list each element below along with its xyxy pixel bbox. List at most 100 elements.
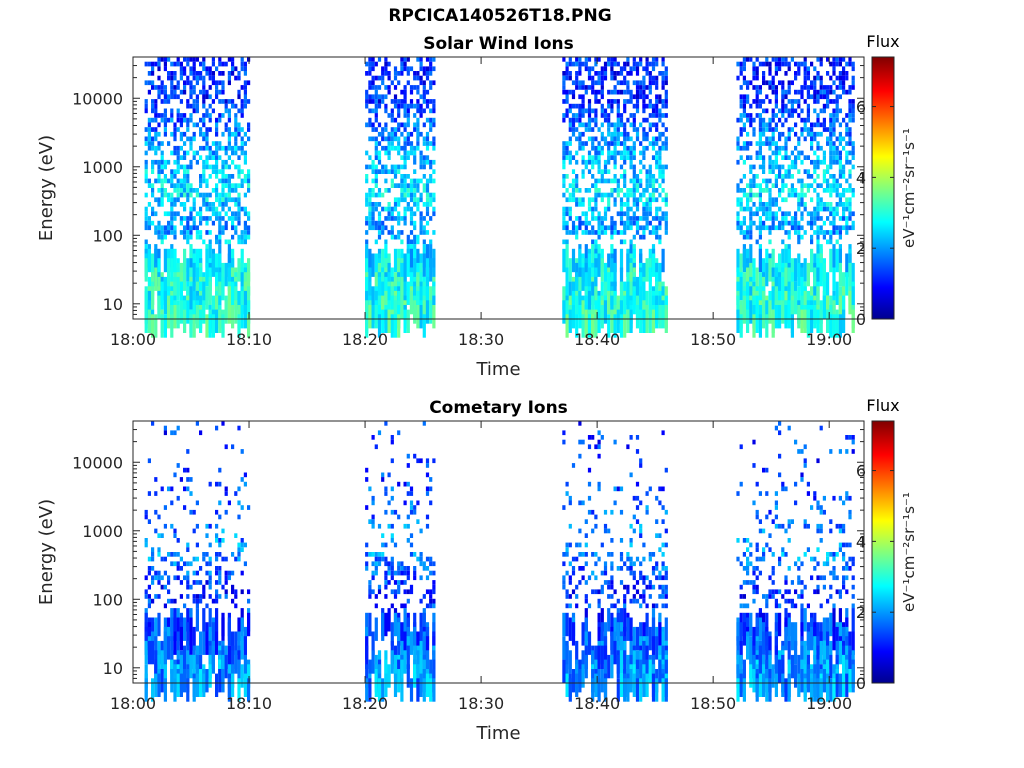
heatmap-cell <box>195 608 199 632</box>
heatmap-cell <box>739 253 743 277</box>
heatmap-cell <box>623 225 627 231</box>
heatmap-cell <box>619 636 624 660</box>
heatmap-cell <box>742 57 746 62</box>
heatmap-cell <box>832 113 836 118</box>
heatmap-cell <box>406 523 410 529</box>
heatmap-cell <box>208 230 212 235</box>
heatmap-cell <box>173 598 177 604</box>
heatmap-cell <box>425 589 430 595</box>
heatmap-cell <box>243 178 247 184</box>
heatmap-cell <box>400 174 404 179</box>
heatmap-cell <box>240 57 244 62</box>
heatmap-cell <box>192 61 196 67</box>
heatmap-cell <box>243 131 247 137</box>
heatmap-cell <box>778 276 782 301</box>
heatmap-cell <box>787 85 791 90</box>
heatmap-cell <box>227 108 231 114</box>
heatmap-cell <box>186 150 190 156</box>
heatmap-cell <box>227 192 231 198</box>
heatmap-cell <box>794 108 798 114</box>
heatmap-cell <box>413 552 417 557</box>
heatmap-cell <box>803 192 807 198</box>
heatmap-cell <box>635 225 640 231</box>
heatmap-cell <box>746 155 750 160</box>
heatmap-cell <box>629 192 633 198</box>
heatmap-cell <box>639 659 643 683</box>
heatmap-cell <box>406 202 410 207</box>
heatmap-cell <box>736 538 740 543</box>
heatmap-cell <box>413 239 417 245</box>
heatmap-cell <box>390 439 394 445</box>
heatmap-cell <box>227 80 231 86</box>
heatmap-cell <box>771 248 775 273</box>
heatmap-cell <box>183 669 187 693</box>
heatmap-cell <box>635 505 640 510</box>
heatmap-cell <box>393 654 398 679</box>
heatmap-cell <box>642 103 646 109</box>
heatmap-cell <box>208 202 212 207</box>
heatmap-cell <box>655 188 659 193</box>
heatmap-cell <box>816 122 820 128</box>
heatmap-cell <box>651 192 656 198</box>
heatmap-cell <box>167 117 171 123</box>
heatmap-cell <box>170 561 174 567</box>
heatmap-cell <box>800 131 804 137</box>
heatmap-cell <box>639 89 643 95</box>
heatmap-cell <box>778 164 782 170</box>
heatmap-cell <box>368 122 372 128</box>
heatmap-cell <box>774 202 778 207</box>
heatmap-cell <box>202 103 206 109</box>
heatmap-cell <box>623 122 627 128</box>
heatmap-cell <box>742 113 746 118</box>
heatmap-cell <box>607 584 611 590</box>
heatmap-cell <box>778 192 782 198</box>
heatmap-cell <box>227 113 231 118</box>
heatmap-cell <box>409 150 414 156</box>
heatmap-cell <box>243 192 247 198</box>
heatmap-cell <box>762 305 766 329</box>
heatmap-cell <box>762 258 766 282</box>
heatmap-cell <box>784 216 788 221</box>
heatmap-cell <box>752 580 756 585</box>
heatmap-cell <box>571 61 576 67</box>
heatmap-cell <box>397 150 401 156</box>
heatmap-cell <box>425 244 430 268</box>
heatmap-cell <box>183 467 187 473</box>
heatmap-cell <box>632 220 636 226</box>
heatmap-cell <box>183 85 187 90</box>
heatmap-cell <box>774 159 778 165</box>
heatmap-cell <box>403 603 407 609</box>
heatmap-cell <box>429 141 433 146</box>
heatmap-cell <box>215 206 219 212</box>
heatmap-cell <box>835 108 839 114</box>
heatmap-cell <box>419 612 423 637</box>
heatmap-cell <box>645 225 649 231</box>
heatmap-cell <box>568 561 572 567</box>
heatmap-cell <box>195 108 199 114</box>
heatmap-cell <box>400 183 404 188</box>
heatmap-cell <box>154 150 158 156</box>
heatmap-cell <box>851 85 855 90</box>
heatmap-cell <box>562 113 566 118</box>
heatmap-cell <box>623 178 627 184</box>
heatmap-cell <box>400 71 404 76</box>
heatmap-cell <box>594 188 598 193</box>
heatmap-cell <box>597 603 601 609</box>
heatmap-cell <box>778 253 782 277</box>
heatmap-cell <box>642 164 646 170</box>
heatmap-cell <box>603 206 608 212</box>
heatmap-cell <box>215 523 219 529</box>
heatmap-cell <box>208 239 212 245</box>
heatmap-cell <box>368 552 372 557</box>
heatmap-cell <box>202 216 206 221</box>
heatmap-cell <box>186 99 190 104</box>
heatmap-cell <box>199 183 203 188</box>
heatmap-cell <box>639 85 643 90</box>
heatmap-cell <box>199 192 203 198</box>
heatmap-cell <box>616 230 620 235</box>
heatmap-cell <box>151 286 155 310</box>
heatmap-cell <box>787 99 791 104</box>
heatmap-cell <box>594 561 598 567</box>
heatmap-cell <box>826 188 830 193</box>
heatmap-cell <box>642 117 646 123</box>
